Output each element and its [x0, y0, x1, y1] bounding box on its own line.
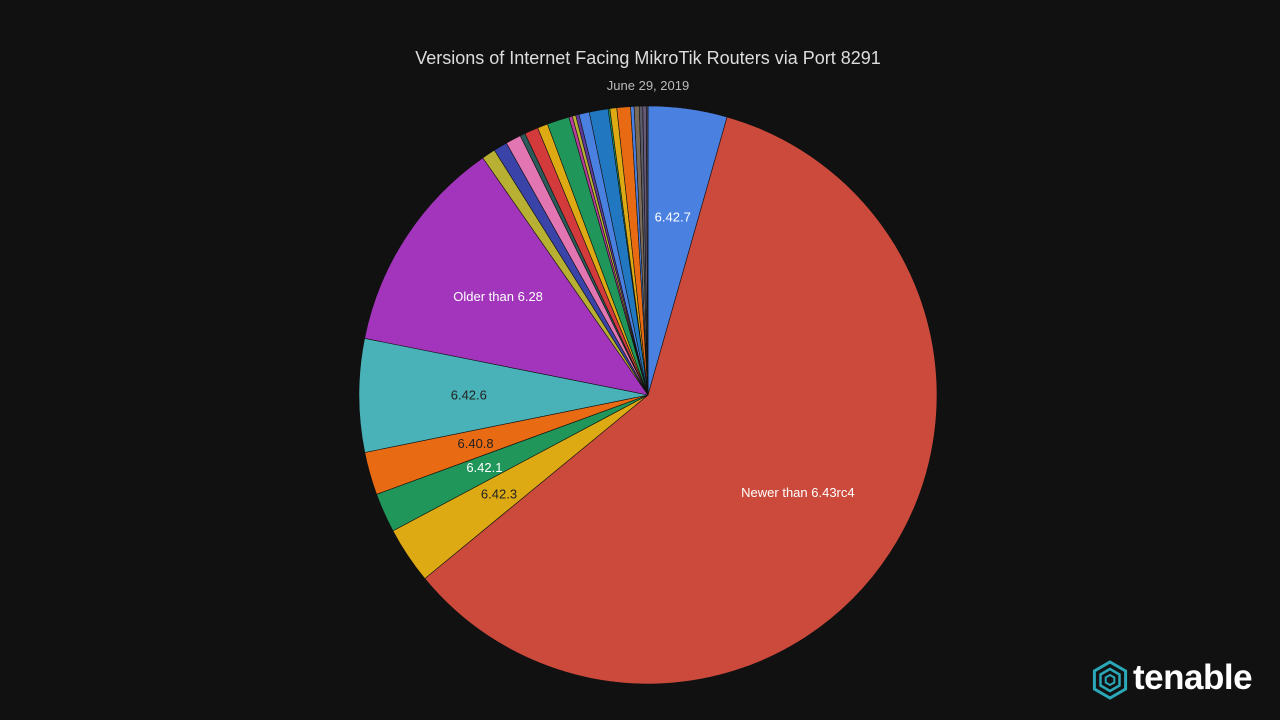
pie-slice-minor-26 [645, 105, 649, 396]
slice-label: 6.42.6 [451, 387, 487, 402]
slice-label: 6.42.3 [481, 487, 517, 502]
brand-logo: tenable [1090, 658, 1270, 704]
chart-title: Versions of Internet Facing MikroTik Rou… [415, 48, 881, 68]
slice-label: Newer than 6.43rc4 [741, 485, 854, 500]
pie-slice-newer-than-6-43rc4 [424, 116, 938, 685]
slice-label: Older than 6.28 [453, 289, 543, 304]
pie-slice-6-42-6 [358, 337, 649, 453]
slice-label: 6.42.1 [466, 460, 502, 475]
brand-name: tenable [1133, 658, 1253, 697]
slice-label: 6.40.8 [458, 436, 494, 451]
slice-label: 6.42.7 [655, 210, 691, 225]
pie-slice-older-than-6-28 [364, 157, 649, 396]
chart-subtitle: June 29, 2019 [606, 78, 690, 93]
tenable-logo-icon [1092, 660, 1128, 700]
